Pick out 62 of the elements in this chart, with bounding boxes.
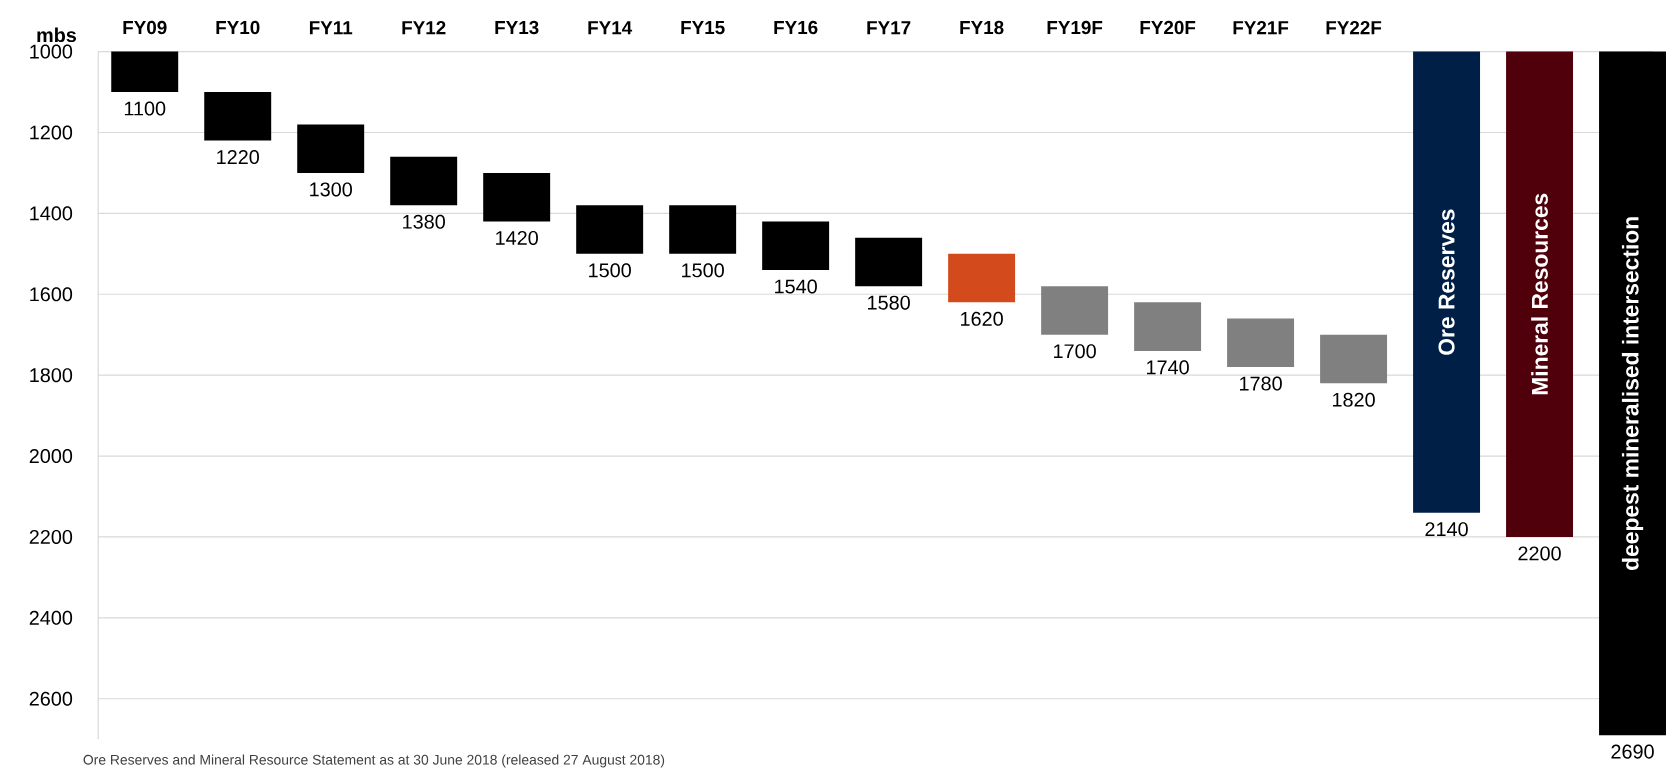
x-tick-label: FY17 bbox=[867, 21, 911, 35]
x-tick-label: FY10 bbox=[216, 20, 260, 35]
data-label: 1740 bbox=[1147, 360, 1189, 375]
x-tick-label: Ore Reserves bbox=[1438, 209, 1455, 355]
bar bbox=[1227, 318, 1295, 368]
bar bbox=[669, 205, 737, 254]
data-label: 1500 bbox=[682, 263, 724, 278]
bar bbox=[1599, 51, 1666, 736]
data-label: 1580 bbox=[868, 295, 910, 310]
bar bbox=[762, 221, 830, 271]
bar bbox=[1041, 286, 1109, 335]
data-label: 1540 bbox=[775, 279, 817, 294]
y-tick-label: 2400 bbox=[29, 610, 73, 625]
x-tick-label: FY15 bbox=[681, 21, 725, 35]
bar bbox=[483, 172, 551, 222]
bar bbox=[297, 124, 365, 173]
data-label: 2690 bbox=[1611, 744, 1654, 759]
x-tick-label: FY20F bbox=[1140, 20, 1196, 35]
bar bbox=[1413, 51, 1481, 513]
x-tick-label: FY09 bbox=[123, 20, 167, 35]
x-tick-label: FY18 bbox=[960, 20, 1004, 35]
bar bbox=[204, 92, 272, 141]
y-tick-label: 2200 bbox=[29, 529, 73, 545]
bar bbox=[1134, 302, 1202, 351]
y-axis-title: mbs bbox=[37, 27, 77, 43]
x-tick-label: FY21F bbox=[1233, 21, 1289, 35]
data-label: 1700 bbox=[1054, 344, 1096, 359]
data-label: 2140 bbox=[1425, 522, 1468, 537]
data-label: 1300 bbox=[310, 182, 352, 197]
y-tick-label: 1400 bbox=[30, 206, 73, 221]
bar bbox=[111, 51, 179, 93]
x-tick-label: FY12 bbox=[402, 21, 446, 35]
bar bbox=[948, 253, 1016, 303]
bar bbox=[576, 205, 644, 254]
bar bbox=[1506, 51, 1574, 537]
x-tick-label: FY11 bbox=[309, 21, 353, 35]
text: Ore Reserves and Mineral Resource Statement as at 30 June 2018 (released 27 August 2018) bbox=[83, 754, 665, 768]
y-tick-label: 1200 bbox=[30, 125, 73, 140]
x-tick-label: FY14 bbox=[588, 21, 633, 35]
data-label: 1380 bbox=[403, 214, 445, 229]
x-tick-label: FY13 bbox=[495, 20, 539, 35]
y-tick-label: 1000 bbox=[30, 44, 73, 59]
y-tick-label: 1600 bbox=[30, 287, 73, 302]
data-label: 1780 bbox=[1240, 376, 1282, 391]
data-label: 1100 bbox=[124, 101, 166, 116]
x-tick-label: FY19F bbox=[1047, 20, 1103, 35]
y-tick-label: 1800 bbox=[30, 368, 73, 383]
bar bbox=[390, 156, 458, 206]
data-label: 2200 bbox=[1518, 546, 1561, 561]
data-label: 1220 bbox=[217, 150, 259, 165]
x-tick-label: FY16 bbox=[774, 20, 818, 35]
data-label: 1820 bbox=[1333, 392, 1375, 407]
x-tick-label: FY22F bbox=[1326, 21, 1382, 35]
x-tick-label: deepest mineralised intersection bbox=[1621, 217, 1644, 571]
data-label: 1620 bbox=[961, 311, 1003, 326]
data-label: 1500 bbox=[589, 263, 631, 278]
data-label: 1420 bbox=[496, 230, 538, 246]
x-tick-label: Mineral Resources bbox=[1531, 193, 1548, 395]
bar bbox=[1320, 334, 1388, 384]
y-tick-label: 2000 bbox=[29, 449, 73, 464]
bar bbox=[855, 237, 923, 287]
y-tick-label: 2600 bbox=[29, 691, 73, 706]
